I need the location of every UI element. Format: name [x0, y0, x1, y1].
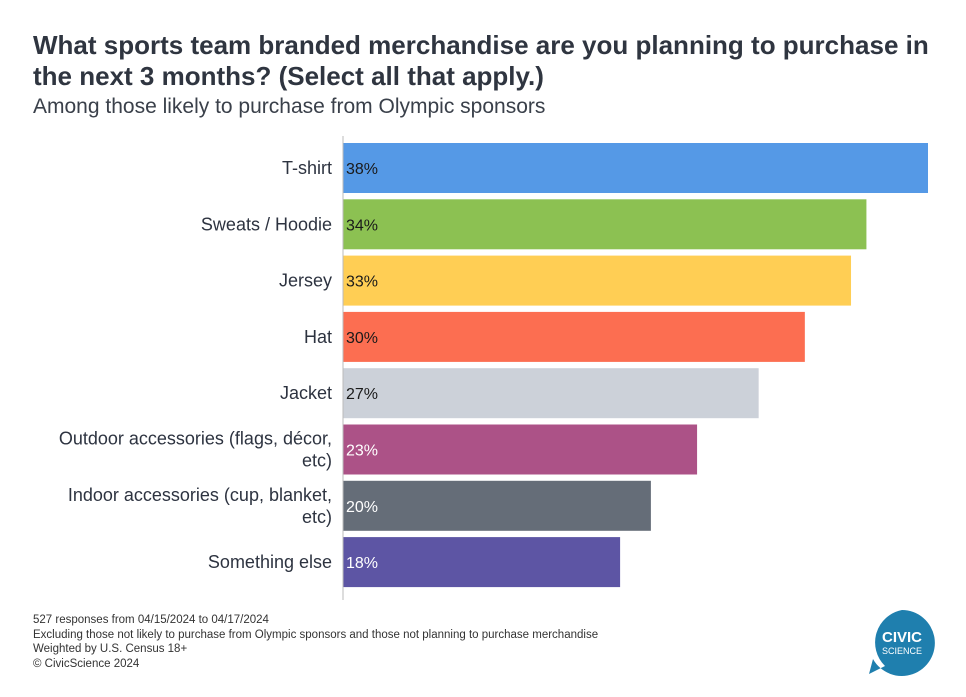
footer-notes: 527 responses from 04/15/2024 to 04/17/2… — [33, 613, 598, 671]
bar — [343, 143, 928, 193]
category-label: Jacket — [280, 383, 332, 403]
footer-excluding: Excluding those not likely to purchase f… — [33, 628, 599, 641]
bar — [343, 480, 651, 531]
bar — [343, 368, 759, 419]
bar — [343, 199, 867, 250]
bar-value-label: 23% — [346, 443, 378, 460]
bar-value-label: 38% — [346, 161, 378, 178]
bar-value-label: 33% — [346, 274, 378, 291]
chart-subtitle: Among those likely to purchase from Olym… — [33, 95, 546, 118]
bar — [343, 255, 852, 306]
bars-group: 38% T-shirt 34% Sweats / Hoodie 33% Jersey 30%… — [59, 143, 928, 588]
bar-value-label: 30% — [346, 330, 378, 347]
logo-text-civic: CIVIC — [882, 629, 922, 646]
bar — [343, 537, 621, 588]
category-label: Hat — [304, 327, 332, 347]
footer-weighted: Weighted by U.S. Census 18+ — [33, 643, 188, 655]
bar — [343, 424, 698, 475]
footer-responses: 527 responses from 04/15/2024 to 04/17/2… — [33, 614, 269, 626]
chart-title: What sports team branded merchandise are… — [33, 30, 929, 91]
category-label: T-shirt — [282, 158, 332, 178]
category-label: Indoor accessories (cup, blanket, etc) — [68, 485, 332, 527]
category-label: Sweats / Hoodie — [201, 214, 332, 234]
category-label: Something else — [208, 552, 332, 572]
category-label: Outdoor accessories (flags, décor, etc) — [59, 429, 332, 471]
civicscience-logo: CIVIC SCIENCE — [869, 610, 935, 676]
category-label: Jersey — [279, 271, 332, 291]
bar-value-label: 20% — [346, 499, 378, 516]
footer-copyright: © CivicScience 2024 — [33, 657, 140, 670]
logo-text-science: SCIENCE — [882, 646, 922, 656]
bar-value-label: 27% — [346, 386, 378, 403]
bar — [343, 311, 805, 362]
bar-value-label: 34% — [346, 217, 378, 234]
bar-value-label: 18% — [346, 555, 378, 572]
logo-badge — [869, 610, 935, 676]
